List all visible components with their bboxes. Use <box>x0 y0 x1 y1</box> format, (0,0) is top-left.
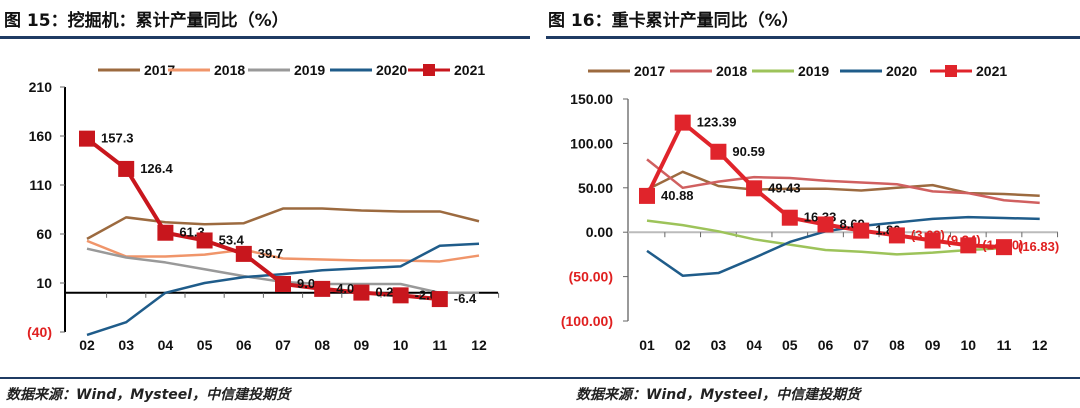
left-data-label: -6.4 <box>454 291 477 306</box>
left-x-tick-label: 09 <box>354 337 370 353</box>
right-legend-marker-2021 <box>945 65 957 77</box>
left-data-point-2021 <box>392 287 409 304</box>
left-legend-marker-2021 <box>423 64 435 76</box>
right-series-line-2019 <box>646 219 1005 256</box>
right-data-point-2021 <box>853 222 870 239</box>
left-data-point-2021 <box>353 284 370 301</box>
left-title-rule <box>0 36 530 39</box>
right-legend-label-2021: 2021 <box>976 63 1007 79</box>
right-x-tick-label: 01 <box>639 337 655 353</box>
right-x-tick-label: 03 <box>711 337 727 353</box>
left-x-tick-label: 10 <box>393 337 409 353</box>
left-y-tick-label: 160 <box>29 128 53 144</box>
right-x-tick-label: 07 <box>853 337 869 353</box>
right-y-tick-label: (100.00) <box>561 313 613 329</box>
right-data-label: 123.39 <box>697 115 737 130</box>
left-x-tick-label: 11 <box>432 337 447 353</box>
left-data-label: -2.6 <box>415 287 437 302</box>
right-x-tick-label: 10 <box>961 337 977 353</box>
right-x-tick-label: 11 <box>997 337 1012 353</box>
left-data-label: 53.4 <box>219 232 245 247</box>
left-legend-label-2018: 2018 <box>214 62 245 78</box>
right-legend-label-2017: 2017 <box>634 63 665 79</box>
right-x-tick-label: 05 <box>782 337 798 353</box>
right-series-line-2018 <box>646 158 1040 205</box>
right-y-tick-label: 50.00 <box>578 180 613 196</box>
left-data-point-2021 <box>314 280 331 297</box>
right-data-point-2021 <box>996 239 1012 256</box>
right-data-point-2021 <box>639 187 655 204</box>
left-y-tick-label: 110 <box>29 177 52 193</box>
left-y-tick-label: 10 <box>36 275 52 291</box>
left-x-tick-label: 07 <box>275 337 291 353</box>
left-x-tick-label: 12 <box>471 337 487 353</box>
left-data-point-2021 <box>79 130 95 147</box>
right-data-point-2021 <box>817 216 834 233</box>
left-data-point-2021 <box>235 245 252 262</box>
left-data-label: 9.0 <box>297 276 315 291</box>
right-data-label: 49.43 <box>768 180 801 195</box>
left-x-tick-label: 02 <box>79 337 95 353</box>
right-data-point-2021 <box>746 180 763 197</box>
right-title-rule <box>546 36 1080 39</box>
left-legend-label-2019: 2019 <box>294 62 325 78</box>
right-y-tick-label: 100.00 <box>570 135 613 151</box>
right-data-point-2021 <box>960 237 977 254</box>
right-y-tick-label: 150.00 <box>570 91 613 107</box>
left-x-tick-label: 04 <box>158 337 174 353</box>
left-y-tick-label: 210 <box>29 79 53 95</box>
right-y-tick-label: (50.00) <box>569 269 613 285</box>
left-legend-label-2017: 2017 <box>144 62 175 78</box>
right-data-label: 40.88 <box>661 188 694 203</box>
right-legend-label-2020: 2020 <box>886 63 917 79</box>
left-data-point-2021 <box>431 291 448 308</box>
right-x-tick-label: 12 <box>1032 337 1048 353</box>
left-data-label: 157.3 <box>101 131 134 146</box>
left-x-tick-label: 06 <box>236 337 252 353</box>
left-data-label: 0.2 <box>375 285 393 300</box>
left-y-tick-label: 60 <box>36 226 52 242</box>
right-data-point-2021 <box>674 114 691 131</box>
right-data-point-2021 <box>924 232 941 249</box>
left-series-line-2017 <box>86 207 480 240</box>
left-x-tick-label: 03 <box>118 337 134 353</box>
left-data-point-2021 <box>275 275 291 292</box>
left-series-line-2020 <box>86 242 480 337</box>
right-x-tick-label: 09 <box>925 337 941 353</box>
right-y-tick-label: 0.00 <box>586 224 613 240</box>
left-data-point-2021 <box>196 232 213 249</box>
right-legend-label-2018: 2018 <box>716 63 747 79</box>
right-x-tick-label: 06 <box>818 337 834 353</box>
left-data-point-2021 <box>157 224 174 241</box>
left-data-label: 39.7 <box>258 246 283 261</box>
right-data-label: 90.59 <box>732 144 765 159</box>
left-chart-title: 图 15：挖掘机：累计产量同比（%） <box>4 11 289 31</box>
right-data-point-2021 <box>781 209 798 226</box>
left-data-label: 126.4 <box>140 161 173 176</box>
left-legend-label-2021: 2021 <box>454 62 485 78</box>
left-source-note: 数据来源：Wind，Mysteel，中信建投期货 <box>6 387 291 403</box>
left-data-point-2021 <box>118 160 135 177</box>
right-data-label: (16.83) <box>1018 239 1059 254</box>
right-source-note: 数据来源：Wind，Mysteel，中信建投期货 <box>576 387 861 403</box>
left-legend-label-2020: 2020 <box>376 62 407 78</box>
right-x-tick-label: 02 <box>675 337 691 353</box>
left-data-label: 4.0 <box>336 281 354 296</box>
left-series-line-2021 <box>85 137 440 302</box>
left-x-tick-label: 05 <box>197 337 213 353</box>
right-legend-label-2019: 2019 <box>798 63 829 79</box>
left-y-tick-label: (40) <box>27 324 52 340</box>
right-data-point-2021 <box>888 227 905 244</box>
left-x-tick-label: 08 <box>314 337 330 353</box>
right-x-tick-label: 04 <box>746 337 762 353</box>
right-x-tick-label: 08 <box>889 337 905 353</box>
right-chart-title: 图 16：重卡累计产量同比（%） <box>548 11 799 31</box>
footer-rule <box>0 377 1080 379</box>
right-data-point-2021 <box>710 143 727 160</box>
